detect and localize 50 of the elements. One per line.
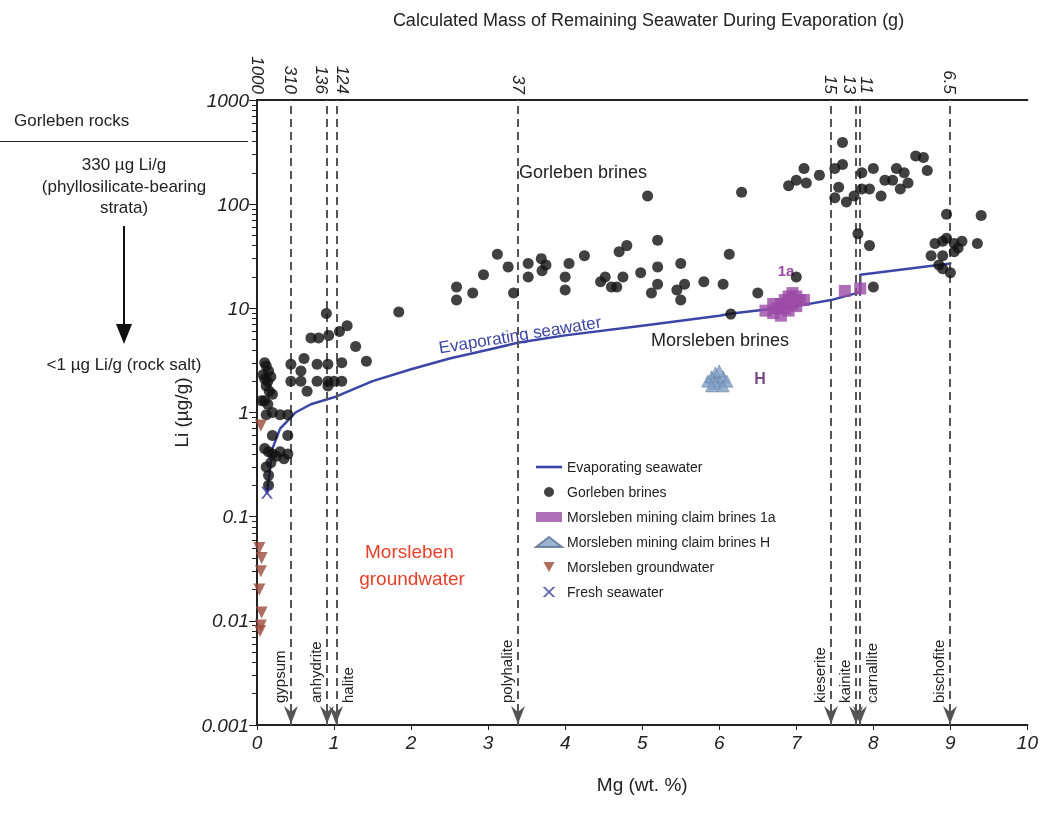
ref-line-label: polyhalite	[498, 639, 516, 703]
annotation: Evaporating seawater	[437, 312, 603, 358]
x-tick-label: 0	[251, 732, 263, 753]
ref-line-label: kainite	[835, 659, 853, 703]
legend-label: Evaporating seawater	[567, 459, 703, 475]
annotation: 310	[281, 65, 301, 95]
y-tick-label: 0.01	[212, 610, 249, 632]
y-tick-label: 1	[238, 402, 249, 423]
annotation: 1a	[777, 261, 795, 279]
annotation: Morsleben brines	[650, 330, 790, 350]
x-tick-label: 5	[636, 732, 648, 753]
legend-label: Morsleben mining claim brines H	[567, 534, 771, 550]
x-tick-label: 7	[791, 732, 804, 753]
text: <1 µg Li/g (rock salt)	[45, 354, 203, 376]
annotation: H	[754, 369, 766, 387]
x-tick-label: 8	[868, 732, 880, 753]
annotation: 37	[508, 75, 528, 95]
annotation: 136	[311, 65, 331, 95]
x-axis-title: Mg (wt. %)	[596, 774, 688, 795]
chart-title: Calculated Mass of Remaining Seawater During Evaporation (g)	[392, 10, 905, 30]
ref-line-label: gypsum	[270, 650, 288, 703]
ref-line-label: anhydrite	[307, 641, 325, 703]
x-tick-label: 1	[328, 732, 340, 753]
y-tick-label: 0.1	[222, 506, 249, 528]
annotation: 124	[332, 65, 352, 94]
annotation: Morsleben groundwater	[359, 541, 466, 589]
x-tick-label: 4	[559, 732, 571, 753]
y-tick-label: 1000	[206, 89, 250, 111]
y-tick-label: 0.001	[201, 714, 249, 736]
annotation: Gorleben brines	[518, 162, 648, 182]
legend-label: Morsleben groundwater	[567, 559, 715, 575]
x-tick-label: 10	[1016, 732, 1039, 753]
annotation: 6.5	[940, 70, 960, 95]
annotation: 15	[821, 75, 841, 95]
ref-line-label: carnallite	[863, 642, 881, 703]
ref-line-label: bischofite	[929, 639, 947, 703]
legend-label: Morsleben mining claim brines 1a	[567, 509, 776, 525]
text: 330 µg Li/g (phyllosilicate-bearing strata)	[41, 155, 207, 217]
y-tick-label: 100	[217, 193, 250, 215]
y-tick-label: 10	[227, 297, 250, 319]
legend-label: Fresh seawater	[567, 584, 664, 600]
ref-line-label: halite	[339, 667, 357, 703]
x-tick-label: 2	[404, 732, 417, 753]
x-tick-label: 3	[482, 732, 494, 753]
y-axis-title: Li (µg/g)	[170, 377, 192, 448]
x-tick-label: 9	[945, 732, 957, 753]
x-tick-label: 6	[713, 732, 725, 753]
text: Gorleben rocks	[0, 110, 248, 143]
legend-label: Gorleben brines	[567, 484, 667, 500]
ref-line-label: kieserite	[810, 647, 828, 703]
